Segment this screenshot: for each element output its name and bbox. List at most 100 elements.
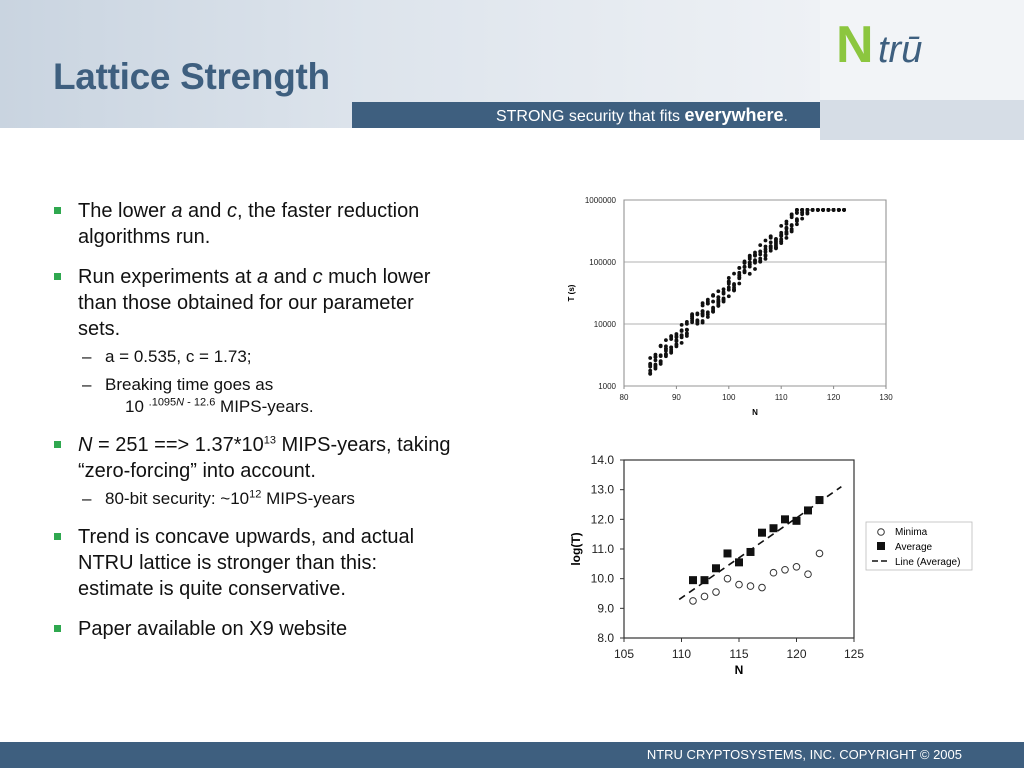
scatter-chart-runtime: 1000 10000 100000 1000000 80 90 100 110 120 130 N T… <box>567 196 893 417</box>
legend-line-label: Line (Average) <box>895 557 960 568</box>
minima-point <box>700 592 709 601</box>
minima-point <box>712 588 720 596</box>
data-point <box>679 329 684 333</box>
average-point <box>758 528 766 537</box>
average-point <box>700 576 709 585</box>
data-point <box>695 311 700 316</box>
data-point <box>648 368 653 373</box>
average-point <box>769 524 778 533</box>
data-point <box>732 271 736 276</box>
average-point <box>815 496 824 505</box>
data-point <box>742 268 747 273</box>
data-point <box>737 275 742 280</box>
data-point <box>763 249 768 254</box>
x-tick-label: 110 <box>672 647 691 661</box>
data-point <box>784 231 789 236</box>
data-point <box>753 253 757 258</box>
data-point <box>758 249 763 254</box>
minima-point <box>723 574 732 583</box>
data-point <box>648 372 653 376</box>
minima-point <box>792 563 801 571</box>
y-tick-label: 9.0 <box>597 601 614 615</box>
data-point <box>721 297 726 302</box>
tagline: STRONG security that fits everywhere. <box>495 105 788 125</box>
data-point <box>821 208 826 212</box>
data-point <box>695 320 700 325</box>
data-point <box>842 208 846 212</box>
data-point <box>648 356 653 360</box>
x-tick-label: 115 <box>729 647 748 661</box>
data-point <box>779 234 784 238</box>
data-point <box>711 299 715 304</box>
data-point <box>768 234 773 239</box>
data-point <box>763 253 768 257</box>
header-right-band <box>820 100 1024 140</box>
data-point <box>716 289 721 294</box>
sub-bullet-item: – Breaking time goes as 10 .1095N - 12.6 … <box>82 375 314 416</box>
minima-point <box>735 580 743 589</box>
data-point <box>763 256 768 261</box>
bullet-marker <box>54 207 61 214</box>
copyright-text: NTRU CRYPTOSYSTEMS, INC. COPYRIGHT © 200… <box>646 747 962 762</box>
average-point <box>712 564 720 573</box>
data-point <box>716 303 721 308</box>
data-point <box>726 294 731 299</box>
minima-point <box>758 583 766 592</box>
data-point <box>684 321 689 326</box>
average-point <box>792 516 801 525</box>
plot-area <box>623 459 855 639</box>
data-point <box>789 228 794 233</box>
data-point <box>800 216 805 221</box>
data-point <box>679 333 684 338</box>
y-tick-label: 13.0 <box>591 483 615 497</box>
data-point <box>732 283 736 288</box>
data-point <box>768 248 773 253</box>
minima-point <box>804 570 812 579</box>
minima-point <box>815 549 824 558</box>
data-point <box>753 260 757 265</box>
bullet-item: N = 251 ==> 1.37*1013 MIPS-years, taking… <box>54 432 454 484</box>
data-point <box>747 271 752 276</box>
x-tick-label: 105 <box>614 647 634 661</box>
data-point <box>711 309 715 314</box>
bullet-item: The lower a and c, the faster reduction … <box>54 198 454 250</box>
data-point <box>669 350 674 355</box>
data-point <box>658 354 663 359</box>
trend-line <box>678 486 842 601</box>
plot-area <box>623 199 887 387</box>
x-tick-label: 80 <box>620 393 629 402</box>
sub-bullet-item: –80-bit security: ~1012 MIPS-years <box>82 488 355 508</box>
data-point <box>779 230 784 235</box>
data-point <box>726 287 731 292</box>
data-point <box>753 250 757 255</box>
data-point <box>674 342 679 347</box>
scatter-chart-logt: 8.0 9.0 10.0 11.0 12.0 13.0 14.0 105 110 115 120 12… <box>569 453 973 677</box>
data-point <box>805 208 810 212</box>
x-tick-label: 130 <box>879 393 893 402</box>
data-point <box>768 244 773 248</box>
data-point <box>800 208 805 212</box>
data-point <box>684 327 689 332</box>
legend-average-marker <box>877 542 885 550</box>
legend-minima-label: Minima <box>895 527 928 538</box>
data-point <box>664 353 668 357</box>
x-tick-label: 120 <box>786 647 806 661</box>
x-axis-label: N <box>735 663 744 677</box>
data-point <box>747 254 752 258</box>
data-point <box>711 293 715 298</box>
data-point <box>789 212 794 217</box>
legend-minima-marker <box>877 528 885 536</box>
data-point <box>705 312 710 317</box>
data-point <box>753 267 757 271</box>
data-point <box>674 334 679 339</box>
data-point <box>763 238 768 243</box>
data-point <box>768 240 773 245</box>
bullet-item: Run experiments at a and c much lower th… <box>54 264 454 342</box>
average-point <box>781 515 789 524</box>
average-point <box>689 576 697 585</box>
data-point <box>774 245 778 250</box>
x-tick-label: 120 <box>827 393 841 402</box>
sub-bullet-item: – a = 0.535, c = 1.73; <box>82 347 252 366</box>
x-tick-label: 125 <box>844 647 864 661</box>
logo-letter-n: N <box>836 16 874 70</box>
